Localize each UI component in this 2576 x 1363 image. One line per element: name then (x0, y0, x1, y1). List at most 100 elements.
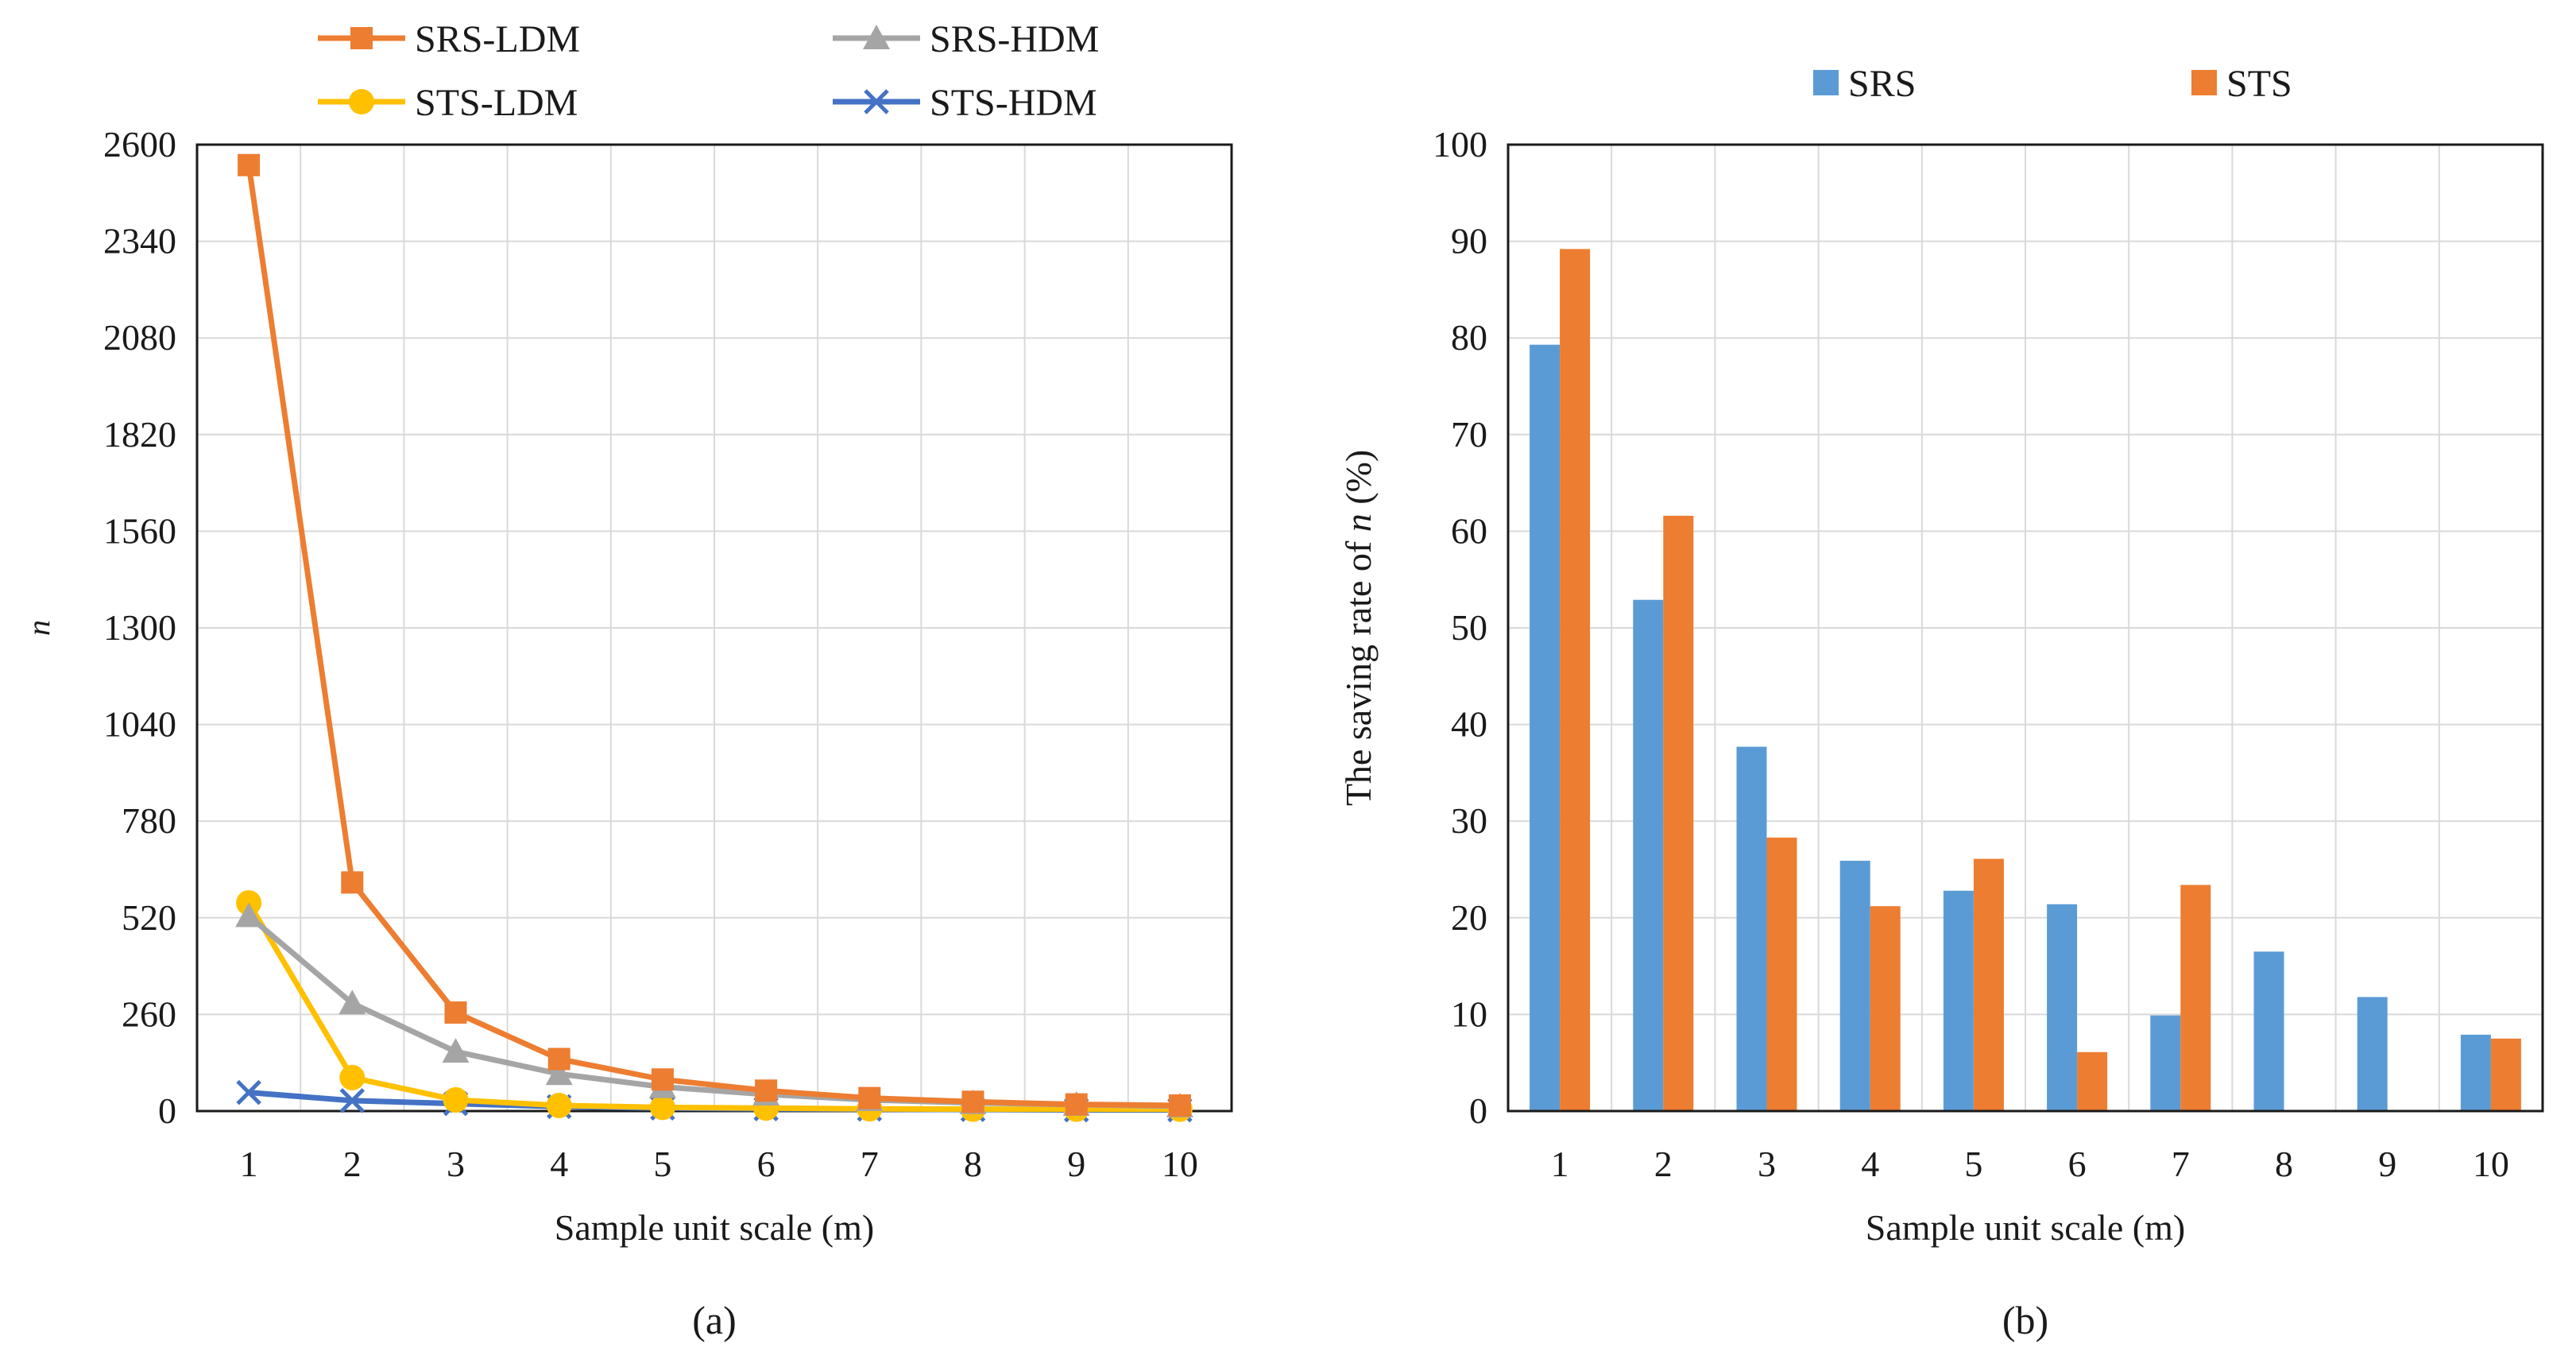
point-sts-hdm-2-stroke-b (339, 1088, 366, 1113)
point-sts-hdm-1-stroke-b (236, 1079, 261, 1106)
panel-b-y-tick-80: 80 (1451, 317, 1487, 358)
panel-b-gridlines (1508, 145, 2543, 1111)
point-srs-ldm-6 (755, 1079, 778, 1102)
panel-b-y-tick-0: 0 (1469, 1090, 1487, 1131)
bar-sts-3 (1766, 837, 1797, 1111)
panel-a-series (235, 153, 1193, 1123)
panel-a-x-tick-8: 8 (964, 1144, 982, 1184)
bar-sts-5 (1973, 858, 2004, 1111)
bar-srs-7 (2150, 1015, 2181, 1111)
panel-a-x-axis-label: Sample unit scale (m) (555, 1207, 874, 1248)
panel-b-x-tick-9: 9 (2378, 1144, 2396, 1184)
panel-a-x-tick-4: 4 (550, 1144, 568, 1184)
panel-b-x-tick-7: 7 (2172, 1144, 2190, 1184)
point-srs-ldm-1 (238, 153, 261, 176)
panel-b-x-tick-3: 3 (1758, 1144, 1776, 1184)
panel-a-y-tick-780: 780 (122, 800, 176, 841)
panel-a-y-tick-0: 0 (158, 1090, 176, 1131)
panel-b-x-tick-2: 2 (1654, 1144, 1673, 1184)
legend-label-srs-ldm: SRS-LDM (415, 18, 580, 60)
legend-marker-srs-hdm (863, 25, 890, 49)
panel-a-line-chart: 0 260 520 780 1040 1300 1560 1820 2080 2340 2600 1… (21, 18, 1233, 1342)
legend-marker-srs-ldm (350, 27, 373, 49)
panel-b-y-axis-label: The saving rate of n (%) (1338, 450, 1379, 806)
panel-a-x-tick-10: 10 (1162, 1144, 1198, 1184)
bar-srs-9 (2357, 997, 2388, 1111)
bar-srs-3 (1736, 746, 1767, 1111)
point-srs-ldm-7 (858, 1086, 881, 1109)
panel-a-x-tick-2: 2 (343, 1144, 362, 1184)
panel-b-y-tick-labels: 0 10 20 30 40 50 60 70 80 90 100 (1433, 124, 1487, 1131)
panel-b-x-tick-4: 4 (1861, 1144, 1879, 1184)
point-srs-hdm-1 (235, 902, 263, 927)
panel-b-y-tick-40: 40 (1451, 704, 1487, 745)
panel-a-label: (a) (692, 1298, 737, 1342)
panel-a-y-tick-2600: 2600 (103, 124, 176, 165)
bar-srs-10 (2460, 1034, 2491, 1111)
point-sts-hdm-2 (339, 1088, 366, 1113)
panel-a-gridlines (197, 145, 1232, 1111)
bar-srs-5 (1943, 890, 1974, 1111)
panel-a-y-tick-2340: 2340 (103, 221, 176, 261)
panel-a-x-tick-3: 3 (447, 1144, 465, 1184)
panel-a-legend: SRS-LDM SRS-HDM STS-LDM STS-HDM (318, 18, 1099, 124)
panel-b-y-tick-30: 30 (1451, 800, 1487, 841)
panel-b-bars (1530, 249, 2521, 1111)
panel-a-y-tick-260: 260 (122, 993, 176, 1034)
panel-b-y-tick-20: 20 (1451, 897, 1487, 938)
point-srs-hdm-4 (545, 1060, 573, 1086)
panel-b-x-axis-label: Sample unit scale (m) (1866, 1207, 2185, 1248)
panel-b-y-tick-60: 60 (1451, 510, 1487, 551)
panel-b-x-tick-labels: 1 2 3 4 5 6 7 8 9 10 (1551, 1144, 2509, 1184)
panel-b-y-tick-100: 100 (1433, 124, 1487, 165)
bar-sts-10 (2490, 1038, 2521, 1111)
legend-marker-sts-hdm (864, 89, 889, 114)
panel-b-y-tick-90: 90 (1451, 221, 1487, 261)
legend-label-srs: SRS (1848, 63, 1916, 105)
panel-a-y-tick-520: 520 (122, 897, 176, 938)
legend-entry-srs: SRS (1813, 63, 1916, 105)
legend-entry-srs-ldm: SRS-LDM (318, 18, 580, 60)
point-srs-ldm-3 (444, 1001, 467, 1024)
point-srs-ldm-5 (651, 1068, 674, 1091)
point-srs-ldm-2 (341, 871, 364, 894)
series-srs-ldm (238, 153, 1191, 1117)
point-sts-ldm-4 (546, 1092, 572, 1118)
bar-srs-2 (1633, 599, 1664, 1111)
panel-b-x-tick-10: 10 (2473, 1144, 2509, 1184)
panel-a-x-tick-5: 5 (653, 1144, 671, 1184)
panel-a-y-tick-2080: 2080 (103, 317, 176, 358)
legend-label-sts-ldm: STS-LDM (415, 82, 578, 124)
panel-b-x-tick-1: 1 (1551, 1144, 1569, 1184)
legend-swatch-srs (1813, 70, 1839, 95)
bar-srs-6 (2047, 904, 2078, 1111)
series-line-srs-ldm (246, 165, 1180, 1109)
panel-a-x-tick-6: 6 (757, 1144, 776, 1184)
bar-srs-4 (1839, 861, 1870, 1111)
panel-a-y-tick-1040: 1040 (103, 704, 176, 745)
bar-sts-4 (1870, 906, 1901, 1111)
legend-label-sts-hdm: STS-HDM (930, 82, 1097, 124)
point-srs-hdm-3 (442, 1038, 470, 1063)
point-srs-ldm-8 (961, 1090, 984, 1113)
panel-a-y-tick-1560: 1560 (103, 510, 176, 551)
legend-entry-sts: STS (2191, 63, 2292, 105)
panel-b-bar-chart: 0 10 20 30 40 50 60 70 80 90 100 1 2 3 4 5 6 7 8 9 10 The s… (1338, 63, 2544, 1342)
legend-label-srs-hdm: SRS-HDM (930, 18, 1099, 60)
legend-entry-srs-hdm: SRS-HDM (833, 18, 1099, 60)
bar-sts-1 (1560, 249, 1591, 1111)
bar-srs-8 (2253, 951, 2284, 1111)
panel-b-plot-frame (1507, 143, 2544, 1113)
bars-srs (1530, 344, 2491, 1111)
panel-b-x-tick-6: 6 (2068, 1144, 2087, 1184)
panel-a-x-tick-9: 9 (1067, 1144, 1085, 1184)
panel-b-y-axis-label-var: n (1338, 513, 1379, 532)
point-sts-ldm-5 (649, 1094, 675, 1121)
point-srs-ldm-4 (547, 1047, 571, 1071)
panel-b-x-tick-8: 8 (2275, 1144, 2293, 1184)
panel-b-y-tick-10: 10 (1451, 993, 1487, 1034)
panel-b-label: (b) (2002, 1298, 2048, 1342)
point-srs-ldm-9 (1065, 1093, 1088, 1116)
panel-b-legend: SRS STS (1813, 63, 2292, 105)
